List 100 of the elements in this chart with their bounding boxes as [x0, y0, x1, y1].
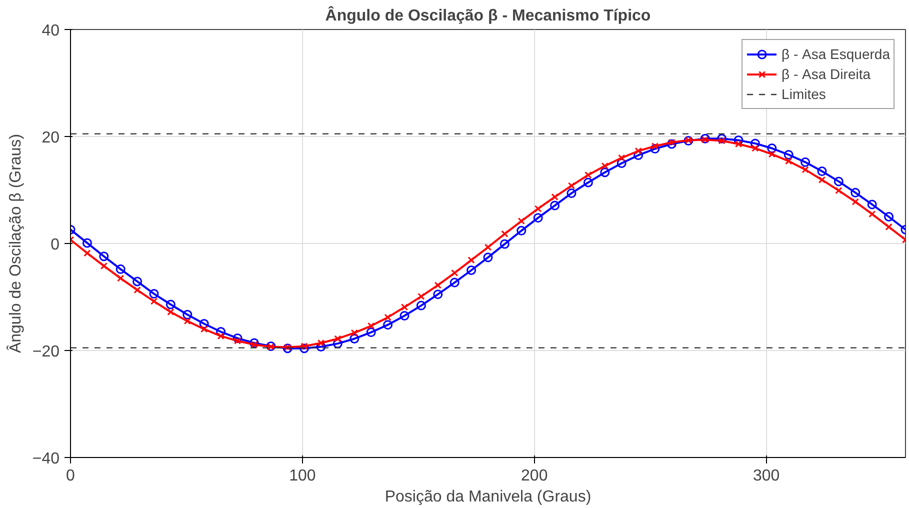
point [616, 158, 626, 168]
x-axis-title: Posição da Manivela (Graus) [384, 488, 592, 506]
point [500, 239, 510, 249]
point [232, 333, 242, 343]
point [784, 150, 794, 160]
point [885, 223, 892, 230]
point [516, 226, 526, 236]
point [282, 344, 292, 354]
point [166, 300, 176, 310]
point [834, 176, 844, 186]
point [651, 142, 659, 150]
point [284, 344, 292, 351]
point [317, 339, 325, 347]
point [416, 300, 426, 310]
point [368, 322, 375, 330]
point [149, 289, 159, 299]
x-tick-label: 100 [289, 468, 316, 484]
point [434, 282, 442, 289]
point [200, 326, 208, 333]
point [117, 274, 124, 282]
point [718, 137, 726, 144]
y-tick-label: −40 [32, 450, 60, 468]
point [600, 168, 610, 178]
point [150, 298, 158, 305]
point [550, 200, 560, 210]
x-tick-label: 0 [66, 468, 76, 484]
point [300, 344, 310, 354]
point [199, 319, 209, 328]
y-tick-label: 0 [50, 236, 60, 254]
point [566, 188, 576, 198]
point [217, 332, 224, 340]
point [551, 193, 558, 201]
point [366, 328, 376, 338]
point [850, 188, 860, 198]
point [483, 252, 493, 262]
point [400, 304, 408, 311]
point [134, 286, 141, 294]
point [868, 210, 876, 218]
point [568, 182, 576, 190]
point [584, 171, 592, 179]
x-tick-label: 300 [752, 468, 780, 484]
point [234, 337, 242, 344]
point [433, 290, 443, 300]
point [518, 217, 525, 225]
y-tick-label: 20 [42, 130, 60, 146]
point [835, 186, 842, 194]
x-tick-label: 200 [521, 468, 548, 484]
point [650, 144, 660, 154]
point [100, 262, 108, 270]
point [717, 134, 727, 144]
chart-title: Ângulo de Oscilação β - Mecanismo Típico [325, 6, 651, 24]
point [451, 269, 458, 277]
point [702, 136, 709, 144]
legend-label: β - Asa Esquerda [782, 46, 890, 62]
point [852, 198, 859, 206]
point [666, 139, 676, 149]
point [768, 150, 776, 158]
point [383, 320, 393, 330]
point [484, 244, 492, 251]
point [752, 144, 759, 152]
point [334, 335, 342, 342]
point [400, 310, 410, 320]
point [350, 334, 360, 344]
point [785, 158, 792, 165]
point [734, 140, 742, 148]
point [184, 317, 191, 325]
point [534, 205, 542, 212]
point [466, 266, 476, 275]
point [501, 230, 508, 238]
point [116, 264, 126, 274]
point [84, 250, 91, 257]
point [418, 292, 425, 300]
point [802, 166, 809, 174]
y-tick-label: 40 [42, 22, 60, 40]
legend-label: Limites [782, 86, 826, 102]
point [867, 200, 877, 210]
point [384, 314, 392, 321]
legend-label: β - Asa Direita [782, 66, 871, 82]
point [99, 252, 109, 262]
point [750, 138, 760, 148]
point [250, 341, 258, 348]
y-tick-label: −20 [32, 344, 60, 360]
point [450, 278, 460, 288]
point [884, 212, 894, 222]
point [618, 154, 626, 162]
point [300, 342, 308, 350]
point [249, 338, 259, 348]
point [167, 308, 174, 316]
point [767, 144, 777, 154]
point [468, 256, 475, 264]
point [533, 213, 543, 223]
point [601, 162, 608, 170]
point [634, 147, 642, 155]
point [800, 157, 810, 167]
point [700, 134, 710, 144]
point [182, 310, 192, 320]
point [132, 276, 142, 286]
point [817, 166, 827, 176]
point [82, 238, 92, 248]
point [350, 329, 358, 336]
